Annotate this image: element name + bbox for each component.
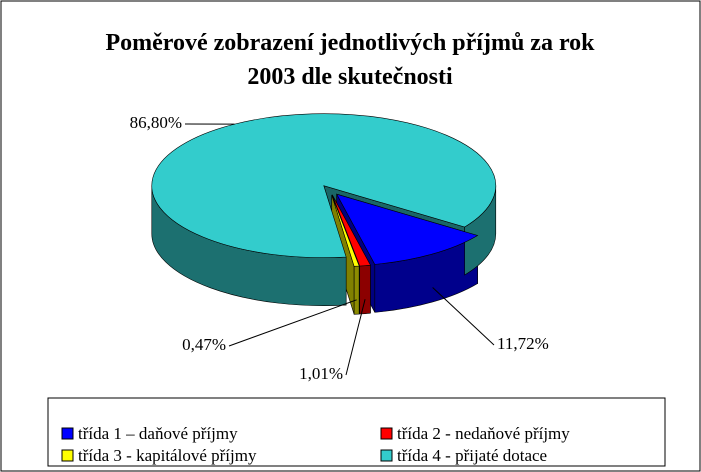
data-label: 86,80% — [130, 113, 182, 132]
slice-wall — [353, 265, 360, 315]
leader-line — [228, 299, 357, 347]
slice — [151, 113, 497, 259]
chart-title: Poměrové zobrazení jednotlivých příjmů z… — [105, 30, 595, 90]
legend-swatch — [61, 427, 74, 440]
data-label: 11,72% — [497, 334, 549, 353]
slice — [331, 194, 360, 267]
leader-line — [432, 287, 495, 346]
legend-label: třída 4 - přijaté dotace — [397, 446, 547, 465]
legend-label: třída 1 – daňové příjmy — [78, 424, 238, 443]
legend-swatch — [61, 449, 74, 462]
slice-wall — [359, 264, 371, 315]
data-label: 0,47% — [182, 335, 226, 354]
legend-swatch — [380, 449, 393, 462]
legend-swatch — [380, 427, 393, 440]
legend-label: třída 2 - nedaňové příjmy — [397, 424, 570, 443]
leader-line — [345, 299, 366, 376]
legend-label: třída 3 - kapitálové příjmy — [78, 446, 257, 465]
slice — [336, 193, 479, 265]
slice — [332, 194, 371, 267]
legend-box — [47, 397, 666, 467]
data-label: 1,01% — [299, 364, 343, 383]
